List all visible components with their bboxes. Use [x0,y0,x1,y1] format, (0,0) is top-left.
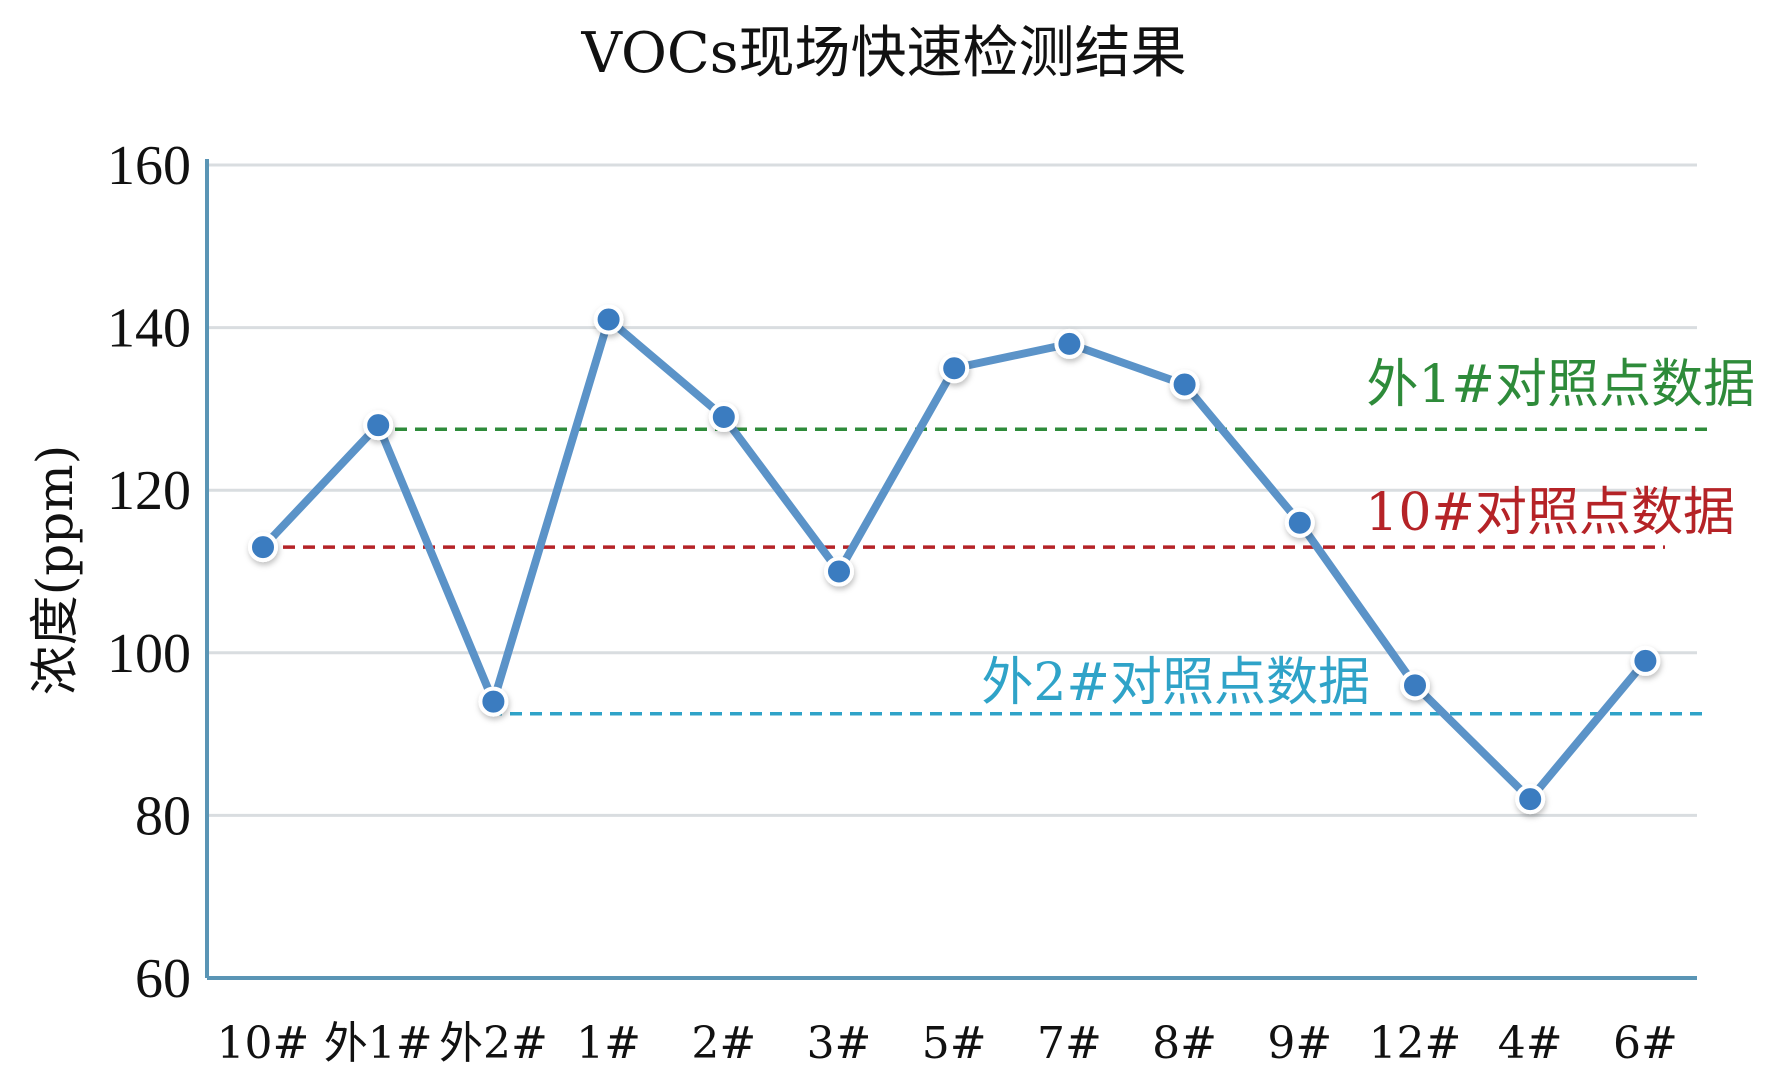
x-tick-label: 8# [1152,1018,1217,1069]
data-point [1054,328,1085,359]
data-point [939,353,970,384]
x-tick-label: 10# [217,1018,310,1069]
y-tick-label: 140 [107,298,191,360]
data-point [478,686,509,717]
reference-line-label: 外2#对照点数据 [981,653,1370,713]
x-tick-label: 5# [922,1018,987,1069]
x-tick-label: 外2# [439,1018,548,1069]
y-tick-label: 160 [107,135,191,197]
data-point [593,304,624,335]
y-axis-label: 浓度(ppm) [26,445,84,695]
data-point [248,532,278,563]
y-tick-label: 100 [107,623,191,685]
x-tick-label: 2# [691,1018,756,1069]
data-point [1169,369,1200,400]
data-point [1284,507,1315,538]
reference-line-label: 外1#对照点数据 [1366,355,1755,415]
x-tick-label: 9# [1267,1018,1332,1069]
x-tick-label: 12# [1369,1018,1462,1069]
data-point [363,410,394,441]
x-tick-label: 1# [576,1018,641,1069]
y-tick-label: 60 [135,948,191,1010]
x-tick-label: 外1# [324,1018,433,1069]
data-point [1630,645,1661,676]
data-point [824,556,854,587]
data-point [1400,670,1430,701]
x-tick-label: 7# [1037,1018,1102,1069]
y-tick-label: 80 [135,785,191,847]
x-tick-label: 4# [1498,1018,1563,1069]
data-point [708,402,739,433]
reference-line-label: 10#对照点数据 [1365,483,1735,543]
y-tick-label: 120 [107,460,191,522]
chart-title: VOCs现场快速检测结果 [581,21,1187,86]
data-point [1515,784,1546,815]
x-tick-label: 6# [1613,1018,1678,1069]
x-tick-label: 3# [807,1018,872,1069]
